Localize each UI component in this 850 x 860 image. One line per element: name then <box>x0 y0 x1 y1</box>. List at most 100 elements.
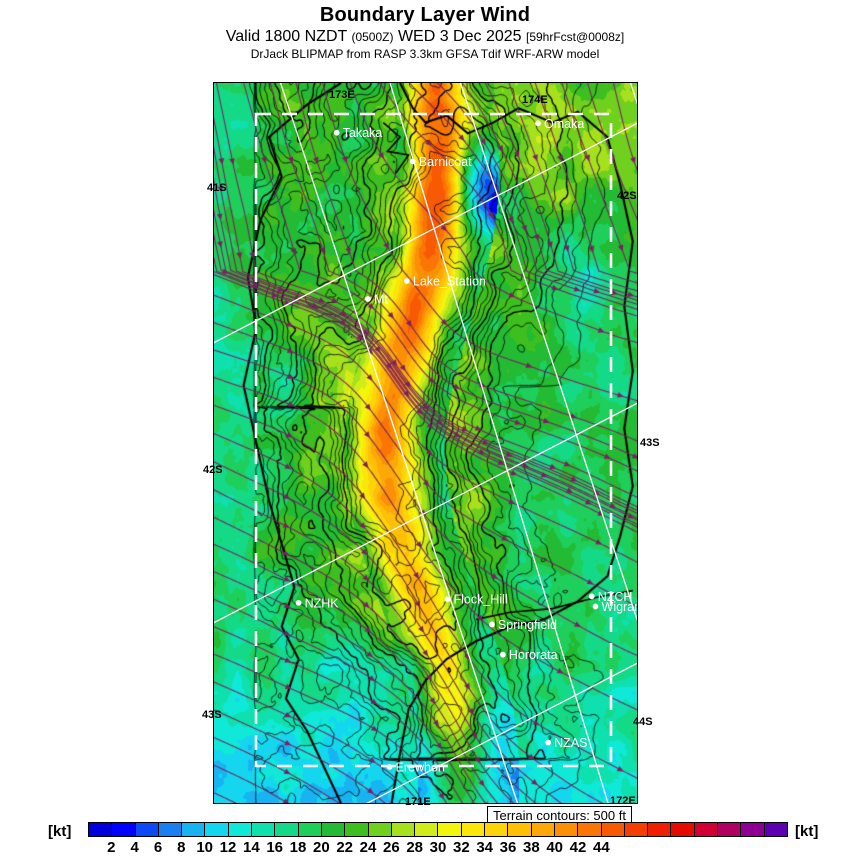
colorbar-tick-14: 14 <box>242 839 260 856</box>
terrain-contour-legend: Terrain contours: 500 ft <box>487 806 632 826</box>
colorbar-cell-20 <box>554 823 579 836</box>
graticule-lat-1 <box>214 402 637 624</box>
valid-time-utc: (0500Z) <box>351 30 394 44</box>
station-label-Lake_Station: Lake_Station <box>413 275 486 289</box>
colorbar-cell-11 <box>345 823 369 836</box>
station-marker-Flock_Hill[interactable] <box>444 596 451 603</box>
map-frame: Takaka Barnicoat Omaka Lake_Station Mt NZHK Fl… <box>213 82 638 804</box>
graticule-lat-2 <box>366 662 637 803</box>
station-marker-Omaka[interactable] <box>535 120 541 127</box>
colorbar-cell-25 <box>671 823 695 836</box>
colorbar-cell-8 <box>275 823 299 836</box>
colorbar-row: [kt] [kt] 2 4 6 8 10 12 14 16 18 20 22 24 26 28 30 32 34… <box>0 820 850 860</box>
colorbar-tick-22: 22 <box>336 839 353 856</box>
graticule-label-42S: 42S <box>203 464 223 476</box>
station-label-NZHK: NZHK <box>305 596 340 610</box>
colorbar-cell-1 <box>112 823 136 836</box>
station-marker-Erewhon[interactable] <box>386 764 393 770</box>
colorbar-tick-20: 20 <box>312 839 330 856</box>
graticule-label-173E: 173E <box>329 89 355 101</box>
station-label-Springfield: Springfield <box>498 618 557 632</box>
colorbar-tick-10: 10 <box>196 839 213 856</box>
colorbar-cell-26 <box>694 823 719 836</box>
colorbar-tick-18: 18 <box>289 839 307 856</box>
graticule-lon-1 <box>459 83 637 622</box>
colorbar-cell-27 <box>718 823 742 836</box>
station-marker-NZCH[interactable] <box>588 593 595 600</box>
graticule-label-41S: 41S <box>207 182 227 194</box>
station-marker-Springfield[interactable] <box>489 621 495 628</box>
station-marker-Barnicoat[interactable] <box>409 158 416 165</box>
colorbar-cell-7 <box>252 823 276 836</box>
valid-time-prefix: Valid 1800 NZDT <box>225 28 347 45</box>
colorbar-tick-28: 28 <box>406 839 423 856</box>
graticule-label-44S: 44S <box>633 716 653 728</box>
graticule-lon-3 <box>389 83 609 803</box>
station-marker-NZHK[interactable] <box>295 599 302 606</box>
station-marker-Hororata[interactable] <box>500 651 506 658</box>
terrain-contour-label: Terrain contours: 500 ft <box>493 808 626 823</box>
colorbar-tick-16: 16 <box>266 839 283 856</box>
station-marker-Wigram[interactable] <box>592 603 599 610</box>
colorbar-tick-38: 38 <box>522 839 540 856</box>
station-marker-NZAS[interactable] <box>545 739 552 746</box>
station-marker-Mt[interactable] <box>365 296 371 302</box>
colorbar-cell-18 <box>508 823 532 836</box>
colorbar-tick-labels: 2 4 6 8 10 12 14 16 18 20 22 24 26 28 30 32 34 36 38 40 42 44 <box>88 839 788 859</box>
graticule-label-43S: 43S <box>202 709 222 721</box>
colorbar-cell-12 <box>368 823 392 836</box>
colorbar-cell-0 <box>89 823 113 836</box>
colorbar-tick-24: 24 <box>359 839 377 856</box>
colorbar-cell-15 <box>438 823 462 836</box>
colorbar-unit-left: [kt] <box>48 823 72 840</box>
colorbar-cell-13 <box>391 823 416 836</box>
graticule-label-42S: 42S <box>617 190 637 202</box>
valid-time-line: Valid 1800 NZDT (0500Z) WED 3 Dec 2025 [… <box>0 27 850 47</box>
station-label-NZCH: NZCH <box>598 590 633 604</box>
graticule-label-174E: 174E <box>522 94 548 106</box>
colorbar-cell-29 <box>764 823 787 836</box>
colorbar-tick-44: 44 <box>592 839 610 856</box>
colorbar-cell-16 <box>461 823 486 836</box>
colorbar-cell-21 <box>578 823 602 836</box>
colorbar-tick-26: 26 <box>382 839 400 856</box>
weather-map[interactable]: Takaka Barnicoat Omaka Lake_Station Mt NZHK Fl… <box>213 82 638 804</box>
colorbar-unit-right: [kt] <box>795 823 819 840</box>
colorbar-tick-42: 42 <box>569 839 587 856</box>
station-label-Mt: Mt <box>374 293 388 307</box>
graticule-lat-0 <box>214 122 637 344</box>
colorbar-cell-9 <box>298 823 322 836</box>
colorbar-cell-4 <box>182 823 206 836</box>
colorbar-tick-30: 30 <box>429 839 447 856</box>
colorbar-tick-36: 36 <box>499 839 517 856</box>
wind-speed-heatmap <box>214 83 637 803</box>
station-label-NZAS: NZAS <box>554 736 587 750</box>
colorbar-cell-19 <box>531 823 555 836</box>
colorbar-cell-6 <box>228 823 253 836</box>
graticule-label-172E: 172E <box>610 795 636 807</box>
colorbar-cell-5 <box>205 823 229 836</box>
colorbar-cell-22 <box>601 823 625 836</box>
colorbar-cell-3 <box>158 823 183 836</box>
colorbar-tick-2: 2 <box>107 839 116 856</box>
colorbar-tick-32: 32 <box>452 839 470 856</box>
station-marker-Takaka[interactable] <box>333 129 340 136</box>
colorbar-tick-12: 12 <box>219 839 237 856</box>
colorbar-tick-34: 34 <box>476 839 493 856</box>
station-label-Wigram: Wigram <box>602 600 637 614</box>
map-overlay: Takaka Barnicoat Omaka Lake_Station Mt NZHK Fl… <box>214 83 637 803</box>
graticule-label-43S: 43S <box>640 437 660 449</box>
colorbar-cell-24 <box>648 823 672 836</box>
page-title: Boundary Layer Wind <box>319 4 531 26</box>
station-label-Flock_Hill: Flock_Hill <box>453 593 507 607</box>
station-label-Barnicoat: Barnicoat <box>419 155 472 169</box>
valid-date: WED 3 Dec 2025 <box>397 28 522 45</box>
graticule-lon-0 <box>279 83 519 803</box>
forecast-tag: [59hrFcst@0008z] <box>526 30 625 44</box>
colorbar-cell-17 <box>485 823 509 836</box>
colorbar-cell-2 <box>135 823 159 836</box>
colorbar-cell-23 <box>624 823 649 836</box>
station-label-Omaka: Omaka <box>544 117 584 131</box>
title-block: Boundary Layer Wind Valid 1800 NZDT (050… <box>0 0 850 62</box>
station-marker-Lake_Station[interactable] <box>403 278 410 284</box>
